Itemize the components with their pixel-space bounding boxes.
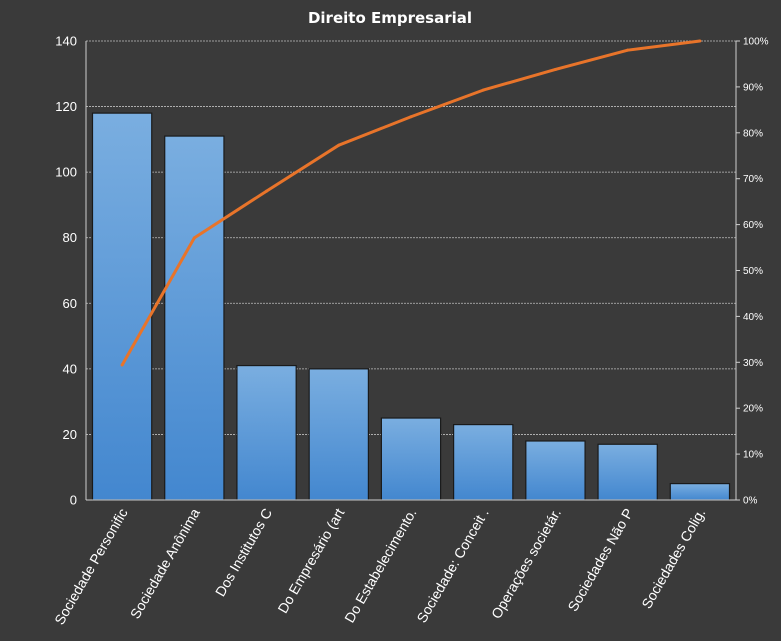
line-point (698, 39, 702, 43)
line-point (192, 236, 196, 240)
bar (380, 417, 442, 501)
y-tick-label: 40 (63, 361, 77, 376)
line-point (553, 67, 557, 71)
bar (236, 364, 297, 501)
y-tick-label: 100 (55, 165, 77, 180)
y2-tick-label: 50% (743, 266, 763, 277)
y2-tick-label: 0% (743, 496, 758, 507)
line-point (120, 363, 124, 367)
y2-tick-label: 80% (743, 128, 763, 139)
x-tick-label: Do Empresário (art (274, 505, 347, 616)
y-tick-label: 140 (55, 34, 77, 49)
y2-tick-label: 40% (743, 312, 763, 323)
x-tick-label: Sociedade Anônima (127, 505, 203, 621)
line-point (481, 88, 485, 92)
x-tick-label: Sociedade: Conceit . (413, 506, 491, 626)
bar (164, 135, 225, 501)
y2-tick-label: 20% (743, 404, 763, 415)
line-point (337, 143, 341, 147)
bar (669, 483, 731, 501)
y-tick-label: 60 (63, 296, 77, 311)
y-tick-label: 120 (55, 99, 77, 114)
line-point (265, 189, 269, 193)
y2-tick-label: 100% (743, 37, 769, 48)
line-point (409, 115, 413, 119)
chart-title: Direito Empresarial (308, 9, 472, 27)
y2-tick-label: 90% (743, 82, 763, 93)
bar (597, 443, 658, 501)
y-axis-right: 0% 10% 20% 30% 40% 50% 60% 70% 80% 90% 100% (735, 37, 769, 507)
bar (308, 368, 369, 501)
bar (91, 112, 153, 501)
y2-tick-label: 60% (743, 220, 763, 231)
bar (525, 440, 586, 501)
y-axis-left: 0 20 40 60 80 100 120 140 (55, 34, 87, 508)
x-tick-label: Sociedade Personific (51, 506, 131, 628)
x-tick-label: Sociedades Não P (564, 506, 636, 614)
x-tick-label: Do Estabelecimento. (341, 506, 419, 626)
x-tick-label: Sociedades Colig. (638, 506, 708, 612)
y2-tick-label: 10% (743, 450, 763, 461)
y-tick-label: 80 (63, 230, 77, 245)
y-tick-label: 0 (70, 493, 77, 508)
y2-tick-label: 30% (743, 358, 763, 369)
x-tick-label: Operações societár. (488, 506, 564, 622)
bar-series (91, 112, 731, 501)
y2-tick-label: 70% (743, 174, 763, 185)
x-tick-label: Dos Institutos C (212, 506, 275, 600)
line-point (626, 48, 630, 52)
bar (453, 423, 514, 501)
y-tick-label: 20 (63, 427, 77, 442)
cumulative-line-series (120, 39, 702, 367)
